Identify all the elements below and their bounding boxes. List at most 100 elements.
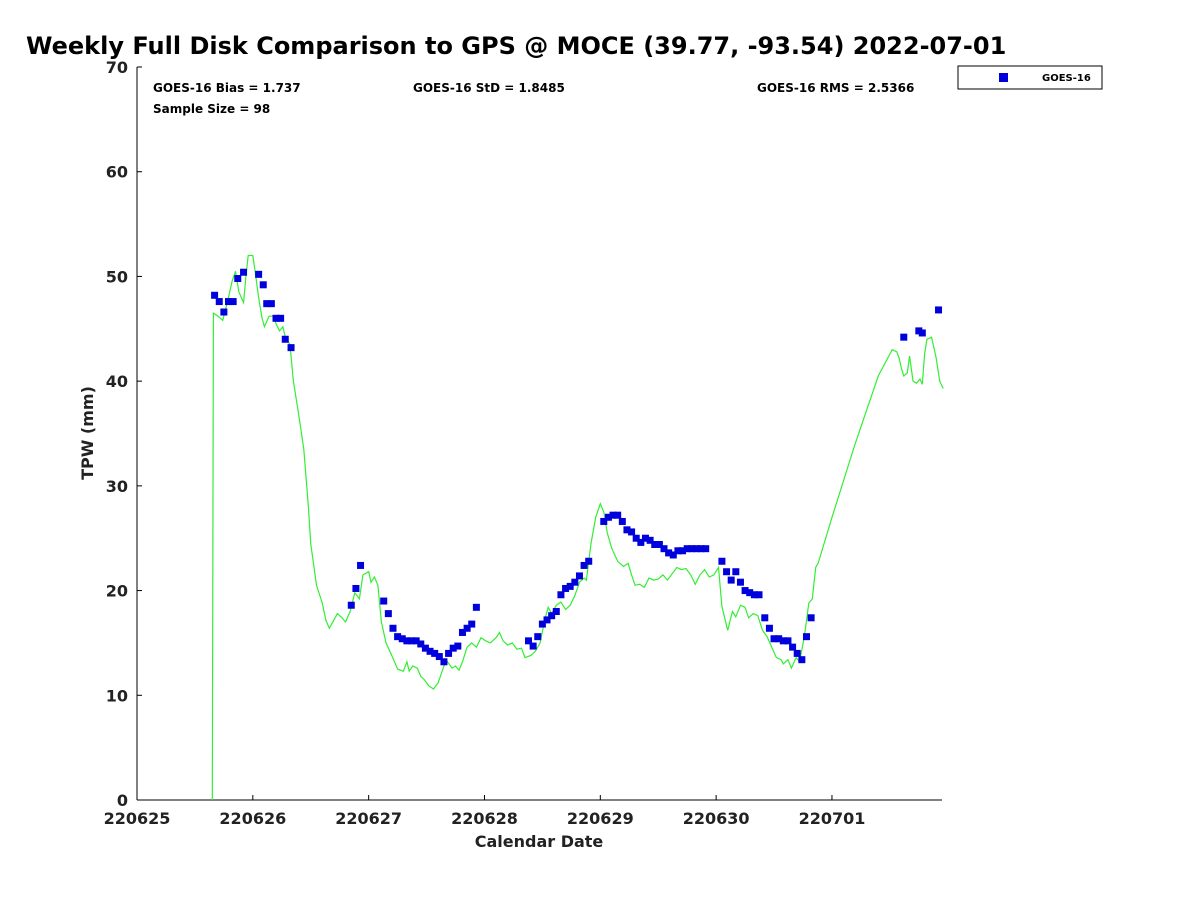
goes16-point [524, 637, 532, 645]
goes16-point [534, 633, 542, 641]
goes16-point [775, 635, 783, 643]
goes16-point [566, 582, 574, 590]
goes16-point [575, 572, 583, 580]
goes16-point [789, 643, 797, 651]
plot-frame [136, 67, 942, 801]
goes16-point [412, 637, 420, 645]
goes16-point [240, 268, 248, 276]
goes16-point [609, 511, 617, 519]
goes16-point [732, 568, 740, 576]
y-axis-label: TPW (mm) [78, 386, 97, 480]
goes16-point [225, 298, 233, 306]
goes16-point [750, 591, 758, 599]
y-tick-label: 40 [106, 372, 128, 391]
goes16-point [669, 551, 677, 559]
y-tick-label: 70 [106, 58, 128, 77]
goes16-point [793, 649, 801, 657]
x-tick-label: 220627 [335, 809, 402, 828]
y-tick-label: 20 [106, 582, 128, 601]
gps-line [211, 254, 944, 801]
goes16-point [770, 635, 778, 643]
goes16-point [651, 540, 659, 548]
goes16-point [267, 300, 275, 308]
goes16-point [398, 635, 406, 643]
y-tick-label: 0 [117, 791, 128, 810]
goes16-point [426, 647, 434, 655]
goes16-point [211, 291, 219, 299]
x-tick-label: 220626 [219, 809, 286, 828]
goes16-point [421, 644, 429, 652]
goes16-point [604, 513, 612, 521]
x-tick-label: 220630 [683, 809, 750, 828]
goes16-point [637, 538, 645, 546]
goes16-point [463, 624, 471, 632]
y-tick-label: 50 [106, 267, 128, 286]
x-tick-label: 220625 [104, 809, 171, 828]
goes16-point [585, 557, 593, 565]
goes16-point [272, 314, 280, 322]
goes16-point [736, 578, 744, 586]
goes16-point [679, 547, 687, 555]
stat-bias: GOES-16 Bias = 1.737 [153, 81, 301, 95]
goes16-point [417, 640, 425, 648]
goes16-point [918, 329, 926, 337]
stat-rms: GOES-16 RMS = 2.5366 [757, 81, 914, 95]
x-tick-label: 220629 [567, 809, 634, 828]
goes16-point [697, 545, 705, 553]
goes16-point [641, 534, 649, 542]
goes16-point [548, 612, 556, 620]
goes16-point [458, 628, 466, 636]
goes16-series [211, 268, 943, 666]
goes16-point [352, 584, 360, 592]
goes16-point [431, 649, 439, 657]
goes16-point [408, 637, 416, 645]
goes16-point [234, 275, 242, 283]
goes16-point [357, 561, 365, 569]
goes16-point [741, 587, 749, 595]
legend-box [957, 65, 1103, 90]
goes16-point [435, 653, 443, 661]
goes16-point [263, 300, 271, 308]
stat-std: GOES-16 StD = 1.8485 [413, 81, 565, 95]
goes16-point [557, 591, 565, 599]
goes16-point [798, 656, 806, 664]
x-ticks: 220625 220626 220627 220628 220629 220630 2207… [104, 795, 865, 828]
goes16-point [220, 308, 228, 316]
goes16-point [347, 601, 355, 609]
goes16-point [655, 540, 663, 548]
goes16-point [380, 597, 388, 605]
goes16-point [472, 603, 480, 611]
legend-marker-goes16 [999, 73, 1008, 82]
goes16-point [632, 534, 640, 542]
goes16-point [628, 528, 636, 536]
goes16-point [727, 576, 735, 584]
goes16-point [281, 335, 289, 343]
goes16-point [765, 624, 773, 632]
goes16-point [571, 578, 579, 586]
goes16-point [674, 547, 682, 555]
goes16-point [538, 620, 546, 628]
chart-title: Weekly Full Disk Comparison to GPS @ MOC… [26, 32, 1006, 60]
goes16-point [900, 333, 908, 341]
goes16-point [229, 298, 237, 306]
goes16-point [702, 545, 710, 553]
goes16-point [580, 561, 588, 569]
goes16-point [614, 511, 622, 519]
goes16-point [255, 270, 263, 278]
goes16-point [384, 610, 392, 618]
goes16-point [688, 545, 696, 553]
x-axis-label: Calendar Date [475, 832, 604, 851]
goes16-point [755, 591, 763, 599]
gps-series [211, 254, 944, 801]
goes16-point [403, 637, 411, 645]
goes16-point [394, 633, 402, 641]
goes16-point [552, 608, 560, 616]
goes16-point [454, 642, 462, 650]
goes16-point [618, 517, 626, 525]
goes16-point [784, 637, 792, 645]
goes16-point [779, 637, 787, 645]
goes16-point [287, 344, 295, 352]
goes16-point [562, 584, 570, 592]
goes16-point [723, 568, 731, 576]
goes16-point [445, 649, 453, 657]
